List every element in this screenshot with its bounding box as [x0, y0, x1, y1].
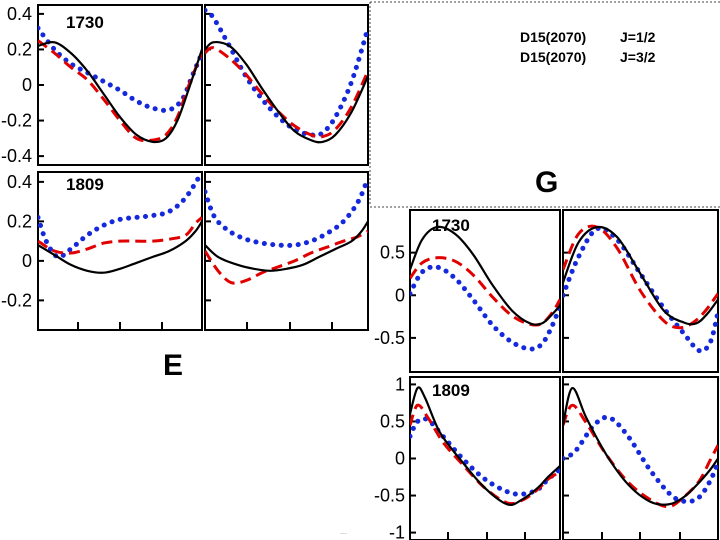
panel-e-1-1 — [204, 171, 369, 331]
y-tick-label: 0 — [22, 75, 32, 95]
series-line-dotted — [205, 175, 368, 248]
y-tick-label: 0.5 — [380, 243, 405, 263]
panel-e-1-0: 1809 — [37, 171, 203, 331]
y-tick-label: -0.5 — [374, 486, 405, 506]
panel-letter-e: E — [163, 349, 183, 382]
legend: D15(2070) J=1/2 D15(2070) J=3/2 — [520, 29, 656, 65]
series-line-dashed — [38, 39, 202, 143]
series-line-dotted — [563, 225, 718, 354]
y-tick-label: -0.5 — [374, 328, 405, 348]
y-tick-label: 0.2 — [7, 39, 32, 59]
panel-letter-g: G — [535, 166, 558, 199]
group-e: 1730 1809 0.4 0.2 0 -0.2 -0.4 0.4 0.2 0 -0.2 — [1, 4, 369, 331]
panel-g-1-0: 1809 — [409, 376, 561, 540]
panel-e-0-0: 1730 — [37, 4, 203, 166]
y-tick-label: -0.2 — [1, 290, 32, 310]
g-block-frame — [369, 1, 720, 208]
panel-frame — [409, 209, 561, 373]
y-tick-label: 0 — [395, 285, 405, 305]
y-tick-label: -0.2 — [1, 111, 32, 131]
y-tick-label: 0.4 — [7, 172, 32, 192]
y-tick-label: 0.4 — [7, 4, 32, 24]
energy-label: 1730 — [432, 216, 470, 235]
series-line-solid — [410, 386, 560, 506]
panel-frame — [409, 376, 561, 540]
y-tick-label: 0 — [395, 449, 405, 469]
series-line-solid — [38, 220, 202, 274]
panel-e-0-1 — [204, 4, 369, 166]
series-line-solid — [410, 225, 560, 326]
energy-label: 1809 — [66, 175, 104, 194]
energy-label: 1730 — [66, 13, 104, 32]
panel-frame — [37, 171, 203, 331]
legend-spin-1: J=1/2 — [620, 29, 656, 45]
y-tick-label: 0 — [22, 251, 32, 271]
series-line-solid — [563, 387, 718, 506]
panel-frame — [204, 171, 369, 331]
y-tick-label: 0.2 — [7, 211, 32, 231]
y-tick-label: -0.4 — [1, 146, 32, 166]
plot-area: 1730 1809 0.4 0.2 0 -0.2 -0.4 0.4 0.2 0 -0.2 1730 18… — [1, 4, 719, 540]
series-line-solid — [563, 225, 718, 326]
series-line-dashed — [205, 46, 368, 139]
series-line-solid — [205, 220, 368, 272]
legend-model-1: D15(2070) — [520, 29, 586, 45]
series-line-dashed — [563, 403, 718, 509]
y-tick-label: -1 — [389, 523, 405, 540]
series-line-dashed — [563, 224, 718, 330]
panel-frame — [562, 376, 719, 540]
series-line-solid — [205, 41, 368, 144]
y-tick-label: 0.5 — [380, 411, 405, 431]
energy-label: 1809 — [432, 381, 470, 400]
series-line-dotted — [410, 264, 560, 352]
panel-g-0-0: 1730 — [409, 209, 561, 373]
series-line-dotted — [205, 7, 368, 138]
y-tick-label: 1 — [395, 374, 405, 394]
panel-frame — [204, 4, 369, 166]
group-g: 1730 1809 0.5 0 -0.5 1 0.5 0 -0.5 -1 — [374, 209, 719, 540]
panel-frame — [37, 4, 203, 166]
series-line-dashed — [205, 229, 368, 285]
series-line-solid — [38, 40, 202, 144]
series-line-dashed — [38, 216, 202, 255]
panel-g-1-1 — [562, 376, 719, 540]
legend-spin-2: J=3/2 — [620, 49, 656, 65]
series-line-dashed — [410, 256, 560, 327]
footnote: ~~~ — [340, 531, 348, 536]
legend-model-2: D15(2070) — [520, 49, 586, 65]
panel-g-0-1 — [562, 209, 719, 373]
